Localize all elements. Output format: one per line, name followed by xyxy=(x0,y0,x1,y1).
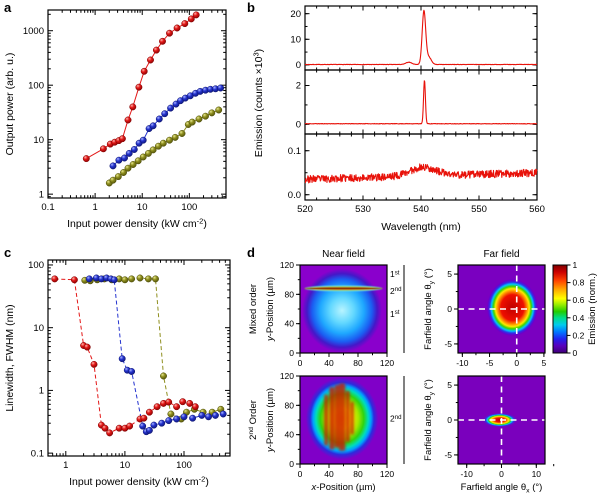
svg-text:2nd: 2nd xyxy=(390,286,402,296)
svg-text:80: 80 xyxy=(353,358,363,368)
svg-text:-10: -10 xyxy=(456,358,469,368)
svg-text:0.4: 0.4 xyxy=(573,313,585,323)
svg-text:2nd: 2nd xyxy=(390,414,402,424)
svg-text:100: 100 xyxy=(176,460,192,471)
svg-text:1000: 1000 xyxy=(23,26,44,37)
svg-text:40: 40 xyxy=(285,319,295,329)
svg-text:Far field: Far field xyxy=(483,249,519,260)
svg-text:Input power density (kW cm-2): Input power density (kW cm-2) xyxy=(67,217,207,230)
svg-text:Farfield angle θy (°): Farfield angle θy (°) xyxy=(423,379,436,461)
svg-text:120: 120 xyxy=(280,371,294,381)
svg-text:1: 1 xyxy=(39,386,44,397)
panel-label-b: b xyxy=(247,0,255,15)
svg-text:80: 80 xyxy=(285,289,295,299)
svg-text:Linewidth, FWHM (nm): Linewidth, FWHM (nm) xyxy=(4,304,16,411)
svg-text:y-Position (µm): y-Position (µm) xyxy=(265,388,276,453)
svg-text:0: 0 xyxy=(447,304,452,314)
svg-text:0: 0 xyxy=(298,469,303,479)
svg-text:80: 80 xyxy=(353,469,363,479)
svg-text:100: 100 xyxy=(28,260,44,271)
svg-text:-5: -5 xyxy=(486,358,494,368)
svg-text:10: 10 xyxy=(33,135,44,146)
svg-text:5: 5 xyxy=(447,380,452,390)
svg-text:1st: 1st xyxy=(390,309,400,319)
panel-label-c: c xyxy=(4,245,12,260)
emission-spectra-chart: 0 10 20 0 2 0.0 0.1 520 530 540 550 560 Wavelength (… xyxy=(252,5,545,233)
svg-text:Farfield angle θx (°): Farfield angle θx (°) xyxy=(461,482,543,493)
svg-text:0.1: 0.1 xyxy=(288,146,301,157)
svg-text:0.0: 0.0 xyxy=(288,190,301,201)
svg-text:1: 1 xyxy=(63,460,68,471)
svg-text:40: 40 xyxy=(324,469,334,479)
svg-text:10: 10 xyxy=(137,202,148,213)
svg-text:0.6: 0.6 xyxy=(573,295,585,305)
linewidth-vs-pump-chart: 1 10 100 0.1 1 10 100 Input power density (kW c… xyxy=(4,259,231,488)
svg-text:10: 10 xyxy=(290,34,301,45)
svg-text:120: 120 xyxy=(380,358,394,368)
svg-text:Output power (arb. u.): Output power (arb. u.) xyxy=(4,53,16,156)
svg-text:520: 520 xyxy=(297,204,313,215)
svg-text:-5: -5 xyxy=(444,450,452,460)
svg-text:10: 10 xyxy=(120,460,131,471)
svg-text:Wavelength (nm): Wavelength (nm) xyxy=(381,221,461,233)
svg-text:Mixed order: Mixed order xyxy=(248,284,259,334)
panel-label-a: a xyxy=(4,0,12,15)
svg-text:0.1: 0.1 xyxy=(31,448,44,459)
svg-text:0: 0 xyxy=(289,459,294,469)
svg-text:-5: -5 xyxy=(444,339,452,349)
svg-text:530: 530 xyxy=(355,204,371,215)
svg-text:1: 1 xyxy=(573,260,578,270)
svg-text:1: 1 xyxy=(92,202,97,213)
svg-text:0: 0 xyxy=(296,60,301,71)
svg-text:2: 2 xyxy=(296,81,301,92)
svg-text:0.2: 0.2 xyxy=(573,330,585,340)
svg-text:0.8: 0.8 xyxy=(573,278,585,288)
svg-text:40: 40 xyxy=(285,430,295,440)
svg-text:0: 0 xyxy=(514,358,519,368)
svg-text:120: 120 xyxy=(380,469,394,479)
svg-text:Emission (counts ×103): Emission (counts ×103) xyxy=(252,49,265,157)
svg-text:0: 0 xyxy=(298,358,303,368)
svg-text:0: 0 xyxy=(289,348,294,358)
svg-text:100: 100 xyxy=(28,80,44,91)
svg-text:Input power density (kW cm-2): Input power density (kW cm-2) xyxy=(69,475,209,488)
near-far-field-heatmaps: Near field Far field Mixed order 2nd Order 0… xyxy=(248,249,598,493)
svg-text:10: 10 xyxy=(33,323,44,334)
svg-text:120: 120 xyxy=(280,260,294,270)
output-power-vs-pump-chart: 0.1 1 10 100 1 10 100 1000 Input power density (… xyxy=(4,9,227,230)
svg-text:1st: 1st xyxy=(390,269,400,279)
svg-text:Emission (norm.): Emission (norm.) xyxy=(587,273,598,345)
svg-text:80: 80 xyxy=(285,400,295,410)
svg-text:10: 10 xyxy=(532,469,542,479)
svg-text:40: 40 xyxy=(324,358,334,368)
svg-text:x-Position (µm): x-Position (µm) xyxy=(310,482,375,493)
svg-text:y-Position (µm): y-Position (µm) xyxy=(265,277,276,342)
svg-text:0: 0 xyxy=(447,415,452,425)
svg-text:1: 1 xyxy=(39,189,44,200)
svg-text:Farfield angle θy (°): Farfield angle θy (°) xyxy=(423,268,436,350)
svg-text:100: 100 xyxy=(181,202,197,213)
svg-text:5: 5 xyxy=(542,358,547,368)
panel-label-d: d xyxy=(247,245,255,260)
svg-text:550: 550 xyxy=(471,204,487,215)
svg-text:2nd Order: 2nd Order xyxy=(248,400,259,440)
svg-text:560: 560 xyxy=(529,204,545,215)
svg-text:540: 540 xyxy=(413,204,429,215)
svg-text:20: 20 xyxy=(290,9,301,20)
svg-text:0.1: 0.1 xyxy=(41,202,54,213)
svg-text:0: 0 xyxy=(573,348,578,358)
svg-text:0: 0 xyxy=(296,120,301,131)
svg-text:0: 0 xyxy=(499,469,504,479)
svg-text:5: 5 xyxy=(447,269,452,279)
svg-text:-10: -10 xyxy=(461,469,474,479)
svg-text:Near field: Near field xyxy=(322,249,365,260)
